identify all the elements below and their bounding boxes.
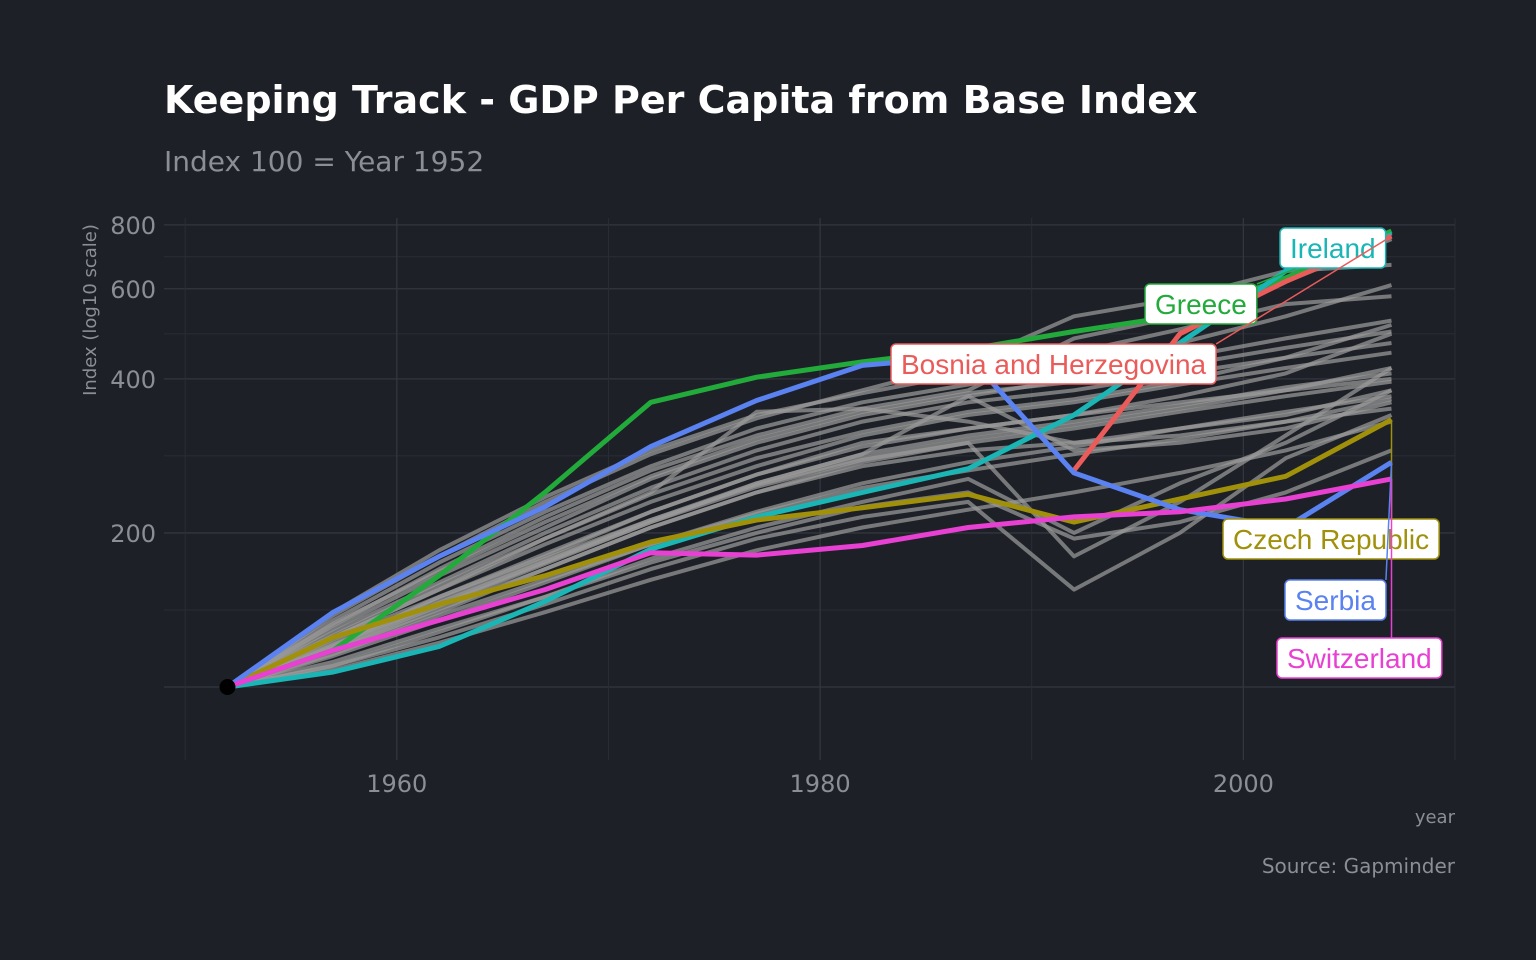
chart-title: Keeping Track - GDP Per Capita from Base… <box>164 78 1198 122</box>
series-label-text: Ireland <box>1290 233 1376 264</box>
series-line <box>226 476 1392 690</box>
series-label-text: Switzerland <box>1287 643 1432 674</box>
background-series-line <box>227 448 1393 689</box>
series-line <box>226 417 1393 690</box>
background-series-line <box>226 366 1393 689</box>
base-point <box>219 678 236 695</box>
series-label-box <box>1222 518 1440 560</box>
x-axis-label: year <box>1415 807 1456 828</box>
y-axis-label: Index (log10 scale) <box>80 224 101 396</box>
y-tick-label: 400 <box>110 366 156 394</box>
source-caption: Source: Gapminder <box>1262 854 1456 878</box>
grid-lines <box>164 218 1456 760</box>
x-tick-label: 2000 <box>1213 770 1274 798</box>
background-series-line <box>226 397 1392 689</box>
series-line <box>226 353 1393 690</box>
y-axis-ticks: 200 400 600 800 <box>110 212 156 548</box>
y-tick-label: 200 <box>110 520 156 548</box>
series-label-text: Greece <box>1155 289 1247 320</box>
series-label-text: Bosnia and Herzegovina <box>901 349 1207 380</box>
x-tick-label: 1960 <box>366 770 427 798</box>
series-line <box>227 230 1393 690</box>
background-series-line <box>226 388 1392 689</box>
background-series-line <box>227 413 1393 689</box>
series-label-text: Czech Republic <box>1233 524 1429 555</box>
series-label-box <box>1144 283 1258 325</box>
background-series-line <box>226 331 1393 689</box>
x-axis-ticks: 1960 1980 2000 <box>366 770 1274 798</box>
background-series-line <box>226 283 1393 689</box>
chart-subtitle: Index 100 = Year 1952 <box>164 145 484 178</box>
background-series-line <box>227 419 1393 689</box>
x-tick-label: 1980 <box>790 770 851 798</box>
series-label-box <box>1279 227 1387 269</box>
series-label-box <box>890 343 1217 385</box>
series-labels: Greece Ireland Bosnia and Herzegovina Czech… <box>890 227 1443 679</box>
series-label-box <box>1284 579 1387 621</box>
series-label-text: Serbia <box>1295 585 1376 616</box>
series-label-box <box>1276 637 1443 679</box>
background-series-line <box>226 406 1392 689</box>
y-tick-label: 600 <box>110 276 156 304</box>
y-tick-label: 800 <box>110 212 156 240</box>
label-connector <box>1385 462 1393 581</box>
label-connector <box>1215 235 1392 345</box>
